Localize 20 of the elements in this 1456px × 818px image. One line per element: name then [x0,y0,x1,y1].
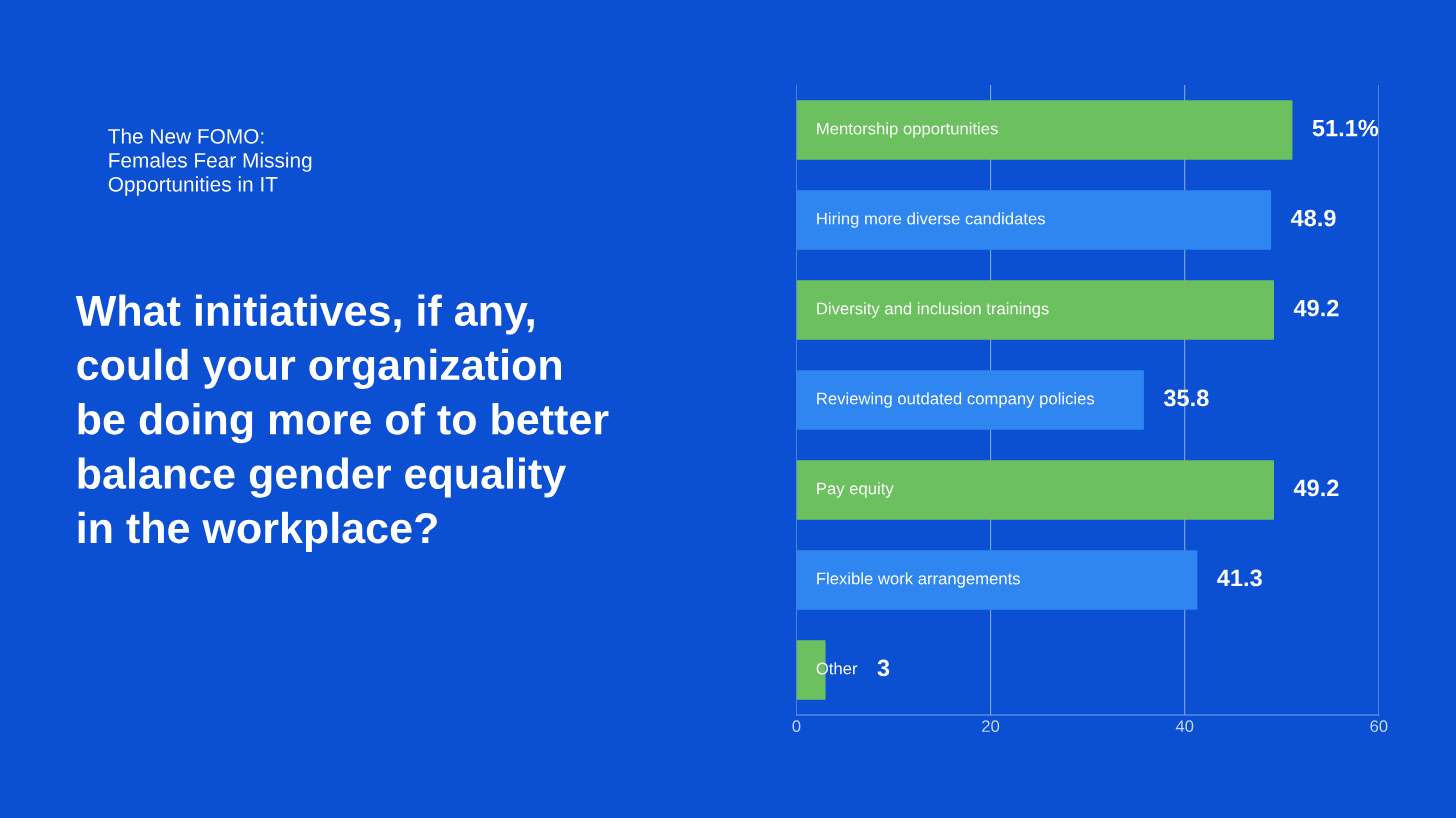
y-tick-label: Other [816,662,858,675]
data-label: 3 [877,659,890,677]
y-tick-label: Mentorship opportunities [817,122,998,138]
data-label: 51.1% [1312,119,1379,137]
data-label: 49.2 [1293,479,1339,497]
x-tick-label: 20 [982,720,1000,733]
text: The New FOMO: Females Fear Missing Opportunities in IT [108,128,312,196]
x-tick-label: 60 [1370,720,1388,733]
y-tick-label: Hiring more diverse candidates [817,212,1045,228]
x-tick-label: 40 [1175,720,1194,733]
text: What initiatives, if any, could your organization be doing more of to better balance gender equality in the workplace? [75,294,609,552]
y-tick-label: Pay equity [817,482,894,498]
data-label: 49.2 [1293,299,1339,317]
data-label: 48.9 [1290,209,1336,227]
data-label: 35.8 [1163,389,1209,407]
data-label: 41.3 [1217,569,1262,587]
x-tick-label: 0 [792,720,801,733]
y-tick-label: Reviewing outdated company policies [817,392,1095,408]
y-tick-label: Flexible work arrangements [817,572,1020,588]
y-tick-label: Diversity and inclusion trainings [817,302,1049,318]
